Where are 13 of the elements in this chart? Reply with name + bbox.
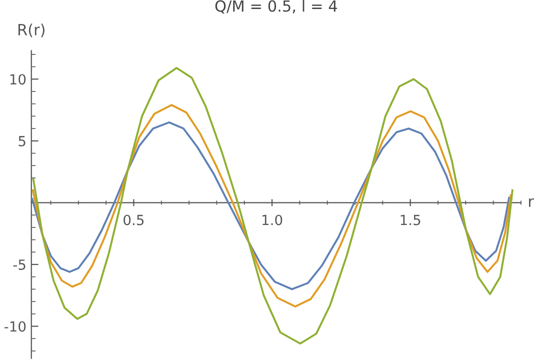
line-series <box>32 104 512 308</box>
y-tick-label: 5 <box>18 136 26 146</box>
x-tick-label: 1.5 <box>400 214 420 226</box>
line-series <box>32 67 514 345</box>
chart-title: Q/M = 0.5, l = 4 <box>215 0 338 14</box>
line-series <box>31 121 510 290</box>
y-axis-title: R(r) <box>18 24 44 38</box>
y-tick-label: -10 <box>4 321 26 332</box>
x-axis-title: r <box>529 198 534 207</box>
x-tick-label: 0.5 <box>124 214 144 226</box>
x-tick-label: 1.0 <box>262 214 282 226</box>
y-tick-label: 10 <box>10 74 26 85</box>
y-tick-label: -5 <box>13 260 26 270</box>
